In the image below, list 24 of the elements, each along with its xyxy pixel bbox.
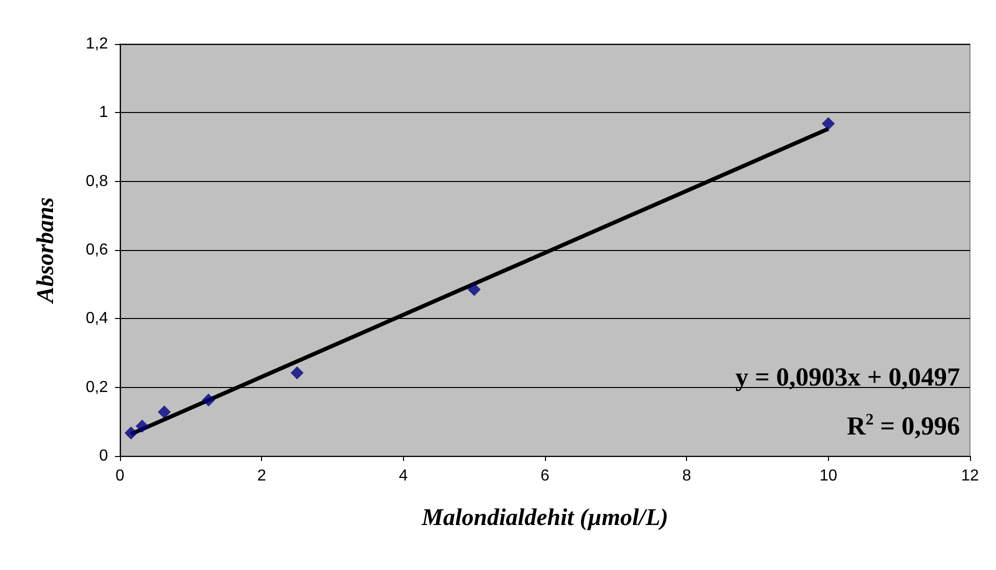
x-tick-label: 8 — [682, 468, 692, 484]
y-tick-label: 1 — [99, 104, 108, 122]
point — [822, 117, 835, 130]
y-tick-label: 0,6 — [86, 242, 108, 258]
point — [124, 426, 138, 440]
x-tick-label: 0 — [116, 468, 125, 484]
x-tick-label: 2 — [257, 468, 266, 484]
x-tick-label: 6 — [540, 468, 550, 484]
point — [290, 366, 304, 380]
point — [202, 394, 216, 407]
point — [158, 406, 171, 419]
annotation: y = 0,0903x + 0,0497 — [735, 362, 960, 392]
point — [468, 282, 481, 296]
x-tick-label: 4 — [398, 468, 408, 484]
y-tick-label: 0,2 — [86, 378, 108, 396]
x-tick-label: 10 — [819, 468, 838, 484]
y-tick-label: 1,2 — [86, 36, 108, 52]
x-axis-title: Malondialdehit (µmol/L) — [420, 505, 668, 531]
y-tick-label: 0 — [99, 448, 108, 464]
point — [136, 420, 149, 433]
y-tick-label: 0,8 — [86, 172, 108, 190]
y-tick-label: 0,4 — [86, 310, 108, 328]
x-tick-label: 12 — [961, 468, 979, 484]
y-axis-title: Absorbans — [33, 197, 59, 305]
